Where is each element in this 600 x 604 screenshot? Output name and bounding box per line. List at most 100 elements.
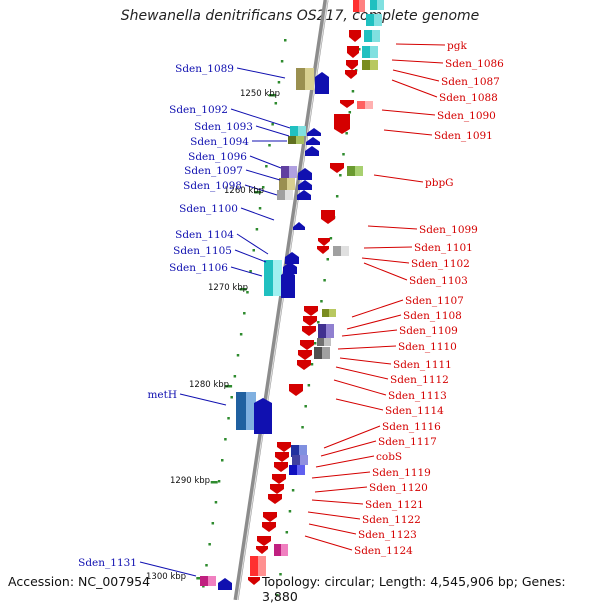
gene-arrow	[281, 270, 295, 298]
label-connector	[346, 314, 402, 330]
gene-box	[285, 190, 293, 200]
tick-mark	[236, 354, 240, 357]
tick-mark	[301, 426, 304, 429]
gene-box	[281, 544, 288, 556]
right-gene-label: Sden_1103	[409, 275, 468, 287]
gene-box	[292, 455, 300, 465]
gene-arrow	[340, 100, 354, 108]
label-connector	[339, 357, 392, 365]
gene-arrow	[334, 114, 350, 134]
gene-arrow	[272, 474, 286, 484]
gene-box	[317, 338, 324, 346]
gene-box	[347, 166, 355, 176]
tick-mark	[227, 417, 230, 420]
gene-box	[236, 392, 246, 430]
right-gene-label: Sden_1090	[437, 110, 496, 122]
right-gene-label: Sden_1114	[385, 405, 444, 417]
gene-box	[287, 178, 295, 190]
gene-arrow	[349, 30, 361, 42]
gene-arrow	[318, 238, 330, 246]
tick-mark	[348, 111, 352, 114]
gene-box	[246, 392, 256, 430]
ruler-label: 1290 kbp	[170, 476, 210, 486]
right-gene-label: Sden_1123	[358, 529, 417, 541]
left-gene-label: Sden_1131	[78, 557, 137, 569]
right-gene-label: Sden_1102	[411, 258, 470, 270]
left-gene-label: Sden_1098	[183, 180, 242, 192]
label-connector	[230, 266, 263, 277]
tick-mark	[274, 102, 278, 105]
gene-box	[372, 30, 380, 42]
tick-mark	[243, 312, 246, 315]
left-gene-label: Sden_1105	[173, 245, 232, 257]
right-gene-label: Sden_1109	[399, 325, 458, 337]
tick-mark	[214, 501, 218, 504]
gene-box	[273, 260, 282, 296]
gene-box	[322, 347, 330, 359]
tick-mark	[351, 90, 355, 93]
gene-arrow	[317, 246, 329, 254]
gene-arrow	[254, 398, 272, 434]
right-gene-label: Sden_1110	[398, 341, 457, 353]
gene-box	[370, 60, 378, 70]
right-gene-label: Sden_1117	[378, 436, 437, 448]
left-gene-label: Sden_1096	[188, 151, 247, 163]
label-connector	[335, 398, 384, 411]
gene-box	[364, 30, 372, 42]
ruler-tick	[196, 577, 204, 580]
accession-text: Accession: NC_007954	[8, 574, 151, 589]
tick-mark	[323, 279, 326, 282]
ruler-label: 1270 kbp	[208, 283, 248, 293]
label-connector	[367, 225, 418, 230]
label-connector	[236, 233, 269, 255]
gene-arrow	[304, 306, 318, 316]
tick-mark	[271, 123, 274, 126]
tick-mark	[310, 363, 314, 366]
tick-mark	[329, 237, 333, 240]
label-connector	[249, 155, 282, 169]
tick-mark	[345, 132, 348, 135]
gene-box	[200, 576, 208, 586]
gene-box	[377, 0, 384, 10]
tick-mark	[342, 153, 345, 156]
gene-box	[359, 0, 365, 12]
label-connector	[245, 169, 281, 181]
ruler-label: 1280 kbp	[189, 380, 229, 390]
gene-arrow	[298, 168, 312, 180]
label-connectors	[139, 43, 446, 577]
label-connector	[333, 379, 387, 396]
gene-box	[258, 556, 266, 576]
right-gene-label: Sden_1112	[390, 374, 449, 386]
right-gene-label: Sden_1101	[414, 242, 473, 254]
gene-box	[208, 576, 216, 586]
gene-features	[200, 0, 384, 590]
gene-box	[289, 166, 297, 178]
gene-arrow	[345, 70, 357, 79]
gene-box	[299, 445, 307, 457]
label-connector	[395, 43, 446, 46]
right-gene-label: Sden_1099	[419, 224, 478, 236]
ruler-label: 1260 kbp	[224, 186, 264, 196]
gene-arrow	[306, 137, 320, 145]
tick-mark	[261, 186, 265, 189]
gene-arrow	[248, 577, 260, 585]
right-gene-label: Sden_1113	[388, 390, 447, 402]
gene-arrow	[285, 252, 299, 264]
gene-arrow	[330, 163, 344, 173]
gene-arrow	[302, 326, 316, 336]
label-connector	[304, 535, 353, 551]
tick-mark	[246, 291, 249, 294]
gene-arrow	[218, 578, 232, 590]
tick-mark	[265, 165, 268, 168]
gene-arrow	[307, 128, 321, 136]
label-connector	[351, 299, 404, 318]
ruler-labels: 1250 kbp 1260 kbp 1270 kbp 1280 kbp 1290 kbp…	[146, 89, 280, 582]
label-connector	[363, 246, 413, 249]
gene-arrow	[289, 384, 303, 396]
gene-box	[366, 14, 374, 26]
right-gene-label: Sden_1122	[362, 514, 421, 526]
gene-box	[296, 68, 305, 90]
gene-box	[362, 46, 370, 58]
gene-box	[288, 136, 296, 144]
